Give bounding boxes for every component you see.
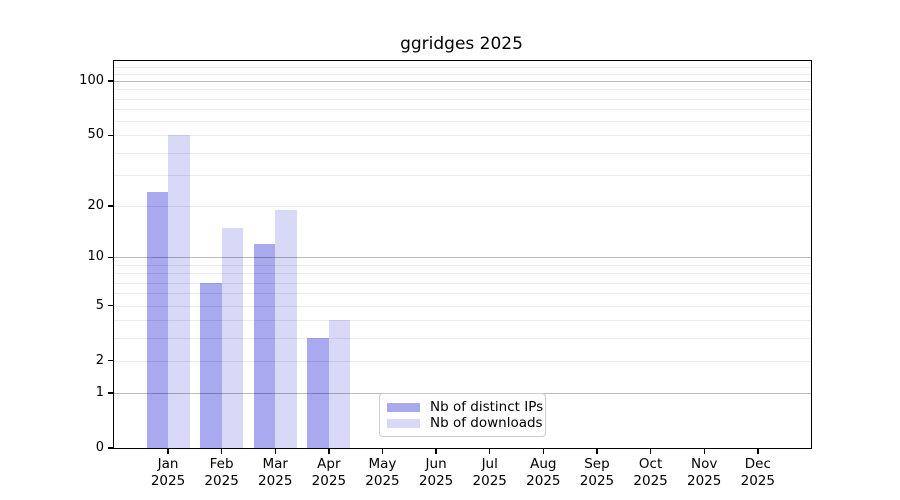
y-tick-mark-0 xyxy=(108,447,113,449)
gridline-major-10 xyxy=(114,257,811,259)
legend-item-downloads: Nb of downloads xyxy=(387,415,543,431)
x-tick-mark-jan xyxy=(167,449,169,454)
gridline-minor-6 xyxy=(114,293,811,295)
x-tick-label-jun: Jun 2025 xyxy=(418,456,454,489)
legend: Nb of distinct IPs Nb of downloads xyxy=(379,393,546,437)
gridline-minor-20 xyxy=(114,205,811,207)
x-tick-mark-apr xyxy=(328,449,330,454)
gridline-minor-2 xyxy=(114,360,811,362)
x-tick-label-oct: Oct 2025 xyxy=(633,456,668,489)
bar-feb-distinct-ips xyxy=(200,282,222,448)
y-tick-mark-20 xyxy=(108,205,113,207)
x-tick-label-may: May 2025 xyxy=(365,456,400,489)
gridline-minor-5 xyxy=(114,305,811,307)
y-tick-mark-5 xyxy=(108,304,113,307)
legend-swatch-downloads xyxy=(387,418,420,428)
x-tick-mark-sep xyxy=(596,449,598,454)
chart-title: ggridges 2025 xyxy=(400,34,523,54)
x-tick-mark-dec xyxy=(757,449,759,454)
x-tick-label-mar: Mar 2025 xyxy=(258,456,293,489)
x-tick-mark-mar xyxy=(274,449,276,454)
x-tick-mark-feb xyxy=(220,449,223,454)
legend-label-distinct-ips: Nb of distinct IPs xyxy=(430,399,544,415)
bar-apr-downloads xyxy=(328,320,351,448)
x-tick-label-apr: Apr 2025 xyxy=(311,456,347,489)
gridline-minor-90 xyxy=(114,89,811,91)
gridline-minor-70 xyxy=(114,109,811,111)
x-tick-mark-oct xyxy=(649,449,652,454)
y-tick-mark-1 xyxy=(108,392,113,394)
x-tick-mark-nov xyxy=(703,449,705,454)
bar-mar-downloads xyxy=(275,209,297,448)
y-tick-mark-50 xyxy=(108,134,113,137)
legend-item-distinct-ips: Nb of distinct IPs xyxy=(387,399,543,415)
y-tick-label-10: 10 xyxy=(87,249,104,265)
gridline-minor-40 xyxy=(114,152,811,154)
gridline-minor-4 xyxy=(114,320,811,322)
y-tick-label-20: 20 xyxy=(87,197,104,213)
x-tick-label-jan: Jan 2025 xyxy=(150,456,186,489)
x-tick-label-dec: Dec 2025 xyxy=(740,456,775,489)
gridline-minor-110 xyxy=(114,73,811,75)
gridline-minor-8 xyxy=(114,273,811,275)
gridline-minor-50 xyxy=(114,135,811,137)
x-tick-mark-jun xyxy=(435,449,437,454)
gridline-major-100 xyxy=(114,81,811,82)
y-tick-label-2: 2 xyxy=(95,352,104,368)
x-tick-mark-jul xyxy=(489,449,491,454)
y-tick-label-1: 1 xyxy=(95,384,104,400)
x-tick-label-feb: Feb 2025 xyxy=(204,456,239,489)
x-tick-label-aug: Aug 2025 xyxy=(526,456,561,489)
gridline-minor-120 xyxy=(114,66,811,68)
x-tick-mark-may xyxy=(381,449,384,454)
y-tick-label-100: 100 xyxy=(79,73,104,88)
x-tick-label-sep: Sep 2025 xyxy=(579,456,615,489)
bar-feb-downloads xyxy=(221,227,244,448)
legend-swatch-distinct-ips xyxy=(387,402,420,412)
y-tick-label-5: 5 xyxy=(95,297,104,313)
x-tick-label-nov: Nov 2025 xyxy=(687,456,722,489)
gridline-minor-80 xyxy=(114,98,811,100)
bar-jan-distinct-ips xyxy=(146,192,168,448)
gridline-minor-30 xyxy=(114,174,811,176)
bar-jan-downloads xyxy=(168,135,190,448)
gridline-minor-3 xyxy=(114,337,811,339)
x-tick-mark-aug xyxy=(542,449,545,454)
gridline-minor-7 xyxy=(114,282,811,284)
bar-mar-distinct-ips xyxy=(253,244,276,448)
legend-label-downloads: Nb of downloads xyxy=(430,415,543,431)
gridline-minor-60 xyxy=(114,121,811,123)
y-tick-mark-100 xyxy=(108,80,113,82)
x-tick-label-jul: Jul 2025 xyxy=(472,456,507,489)
y-tick-label-0: 0 xyxy=(95,440,104,455)
y-tick-mark-2 xyxy=(108,359,113,362)
plot-area: Nb of distinct IPs Nb of downloads 0 1 2 5 1… xyxy=(79,60,812,489)
y-tick-mark-10 xyxy=(108,256,113,258)
gridline-minor-9 xyxy=(114,264,811,266)
bar-apr-distinct-ips xyxy=(307,337,329,448)
y-tick-label-50: 50 xyxy=(87,127,104,143)
